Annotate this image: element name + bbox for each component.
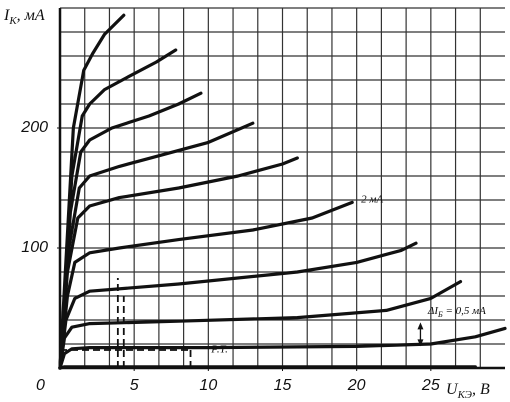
arrow-head (417, 322, 424, 347)
curve (58, 91, 203, 370)
annotation: Р.Т. (210, 343, 228, 355)
delta-sub: Б (437, 310, 443, 319)
delta-main: ΔI (427, 305, 439, 317)
delta-label: ΔIБ = 0,5 мА (427, 305, 486, 319)
y-tick-label: 200 (20, 119, 48, 136)
x-tick-label: 15 (274, 377, 292, 394)
x-tick-label: 5 (130, 377, 139, 394)
curve (58, 326, 507, 370)
curve (58, 121, 255, 370)
curve (58, 365, 477, 370)
y-axis-label: IK, мА (3, 7, 45, 27)
annotation: 2 мА (361, 193, 383, 205)
curve (58, 200, 354, 370)
curve (58, 13, 126, 370)
curve (58, 280, 463, 370)
y-tick-label: 100 (21, 239, 48, 256)
x-axis-label: UКЭ, В (446, 381, 490, 401)
x-tick-label: 10 (199, 377, 217, 394)
delta-rest: = 0,5 мА (443, 305, 486, 317)
curve (58, 156, 299, 370)
x-tick-label: 20 (347, 377, 366, 394)
x-tick-label: 25 (421, 377, 440, 394)
curve (58, 241, 418, 370)
origin-label: 0 (36, 377, 45, 394)
curve (58, 48, 178, 370)
